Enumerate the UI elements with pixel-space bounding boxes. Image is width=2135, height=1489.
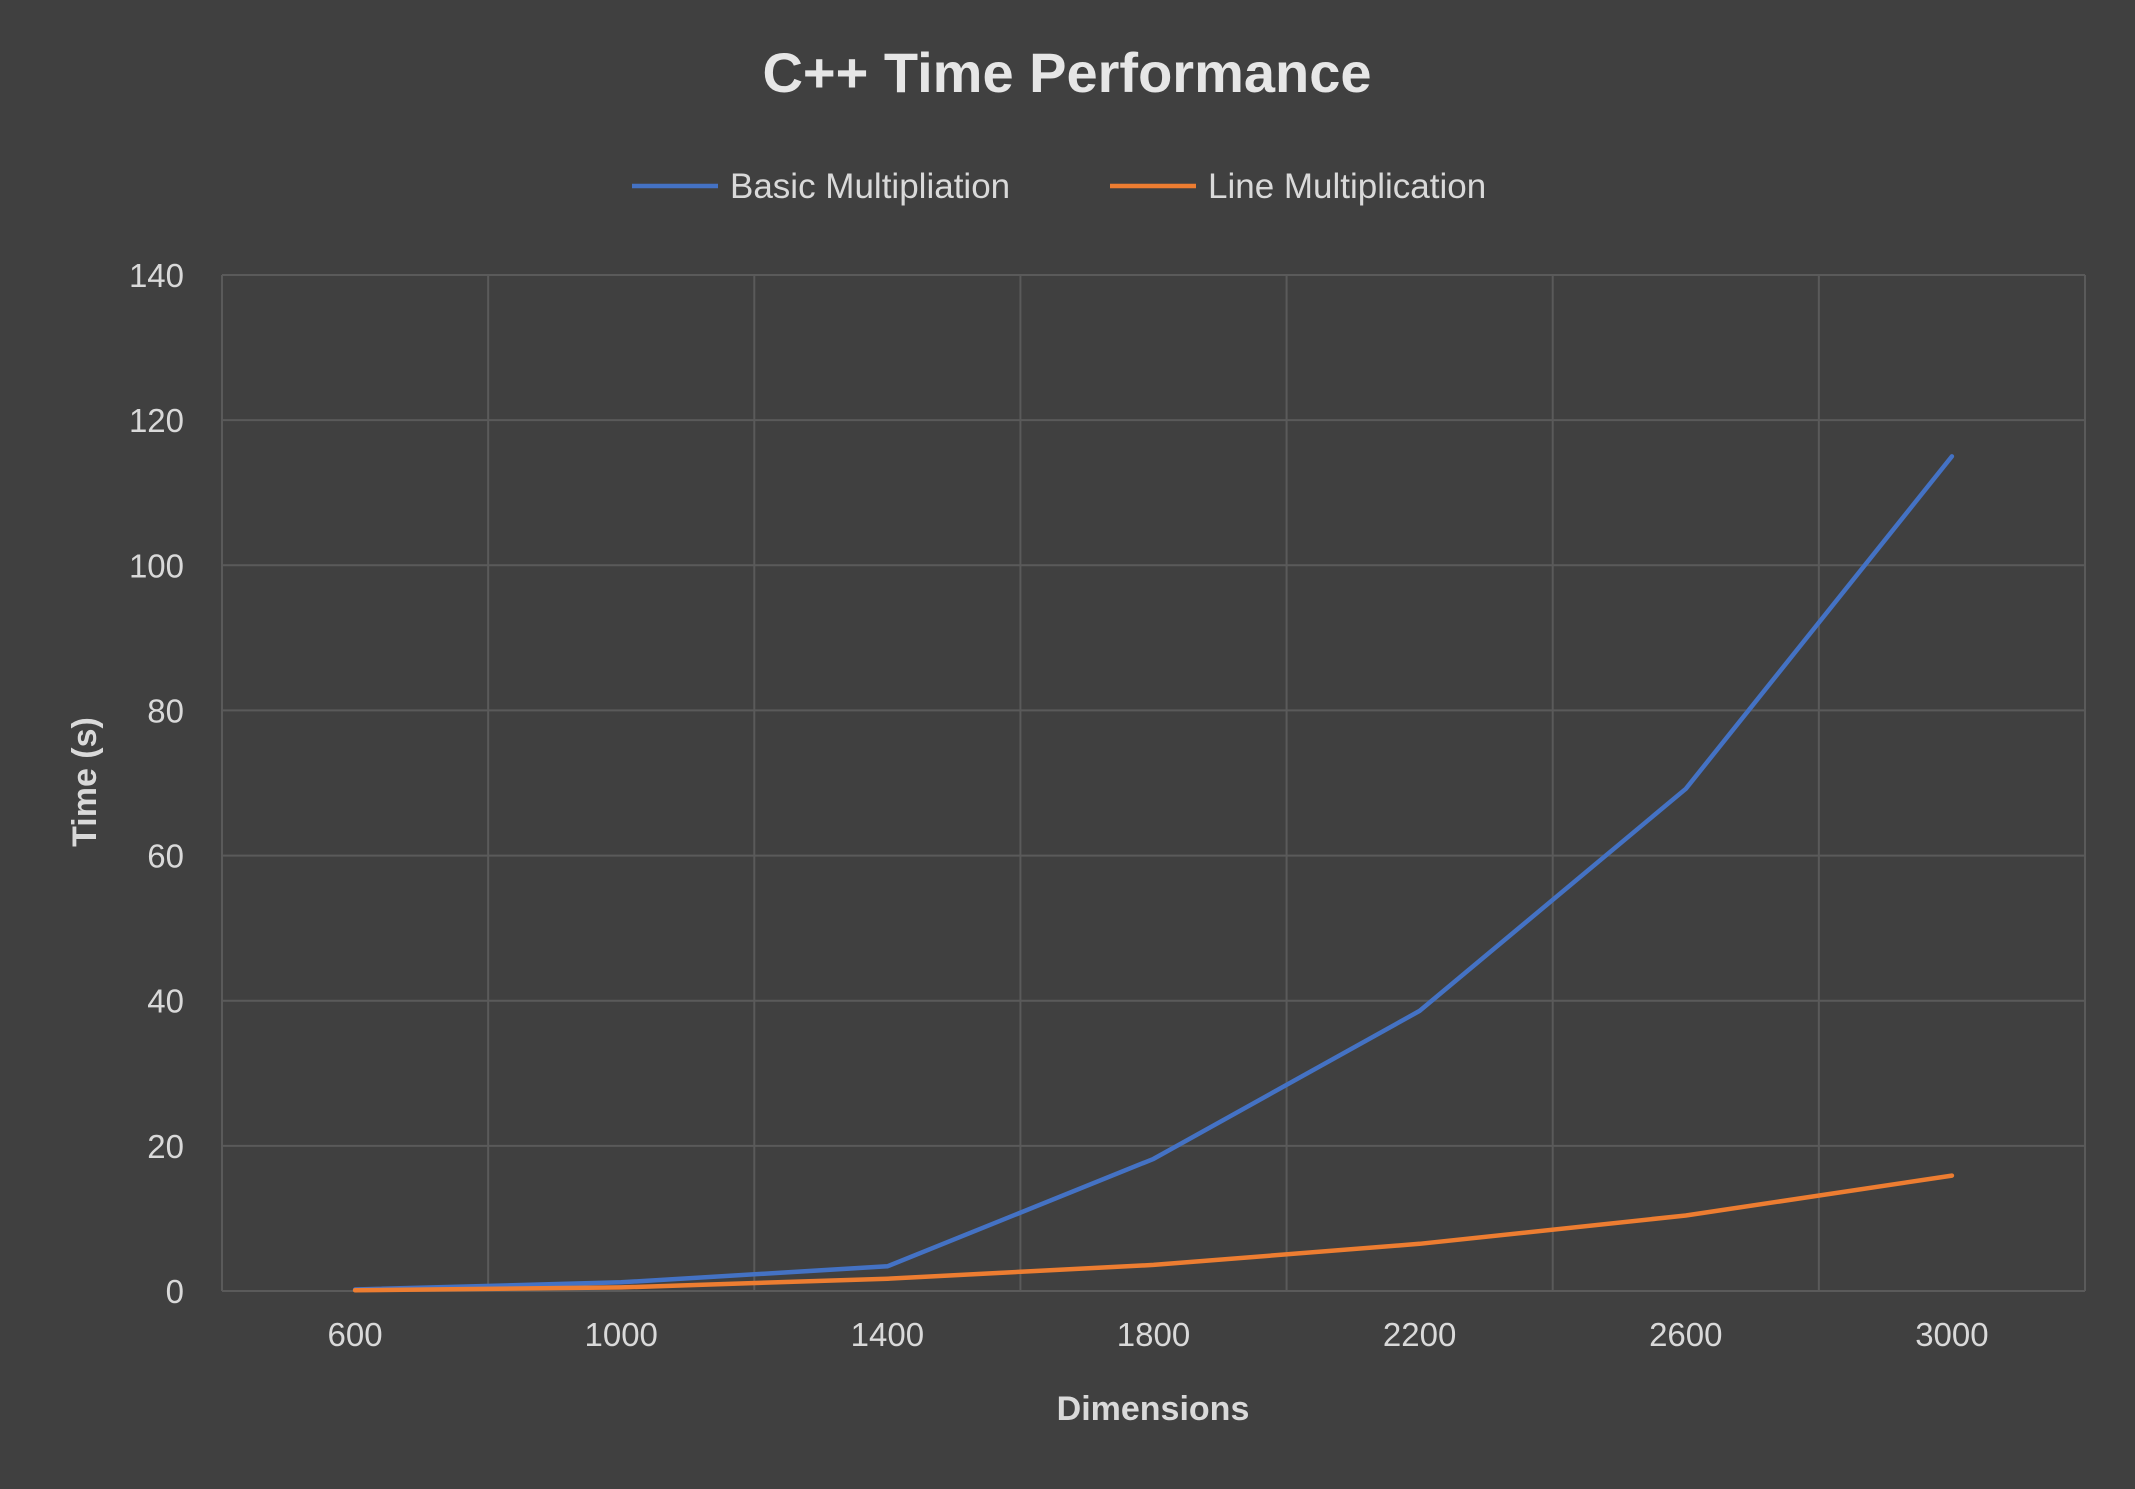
legend-label-0: Basic Multipliation <box>730 167 1010 206</box>
x-tick-label: 2200 <box>1383 1316 1456 1353</box>
y-tick-label: 60 <box>147 838 184 875</box>
x-tick-label: 3000 <box>1915 1316 1988 1353</box>
y-tick-label: 20 <box>147 1128 184 1165</box>
x-tick-label: 1400 <box>851 1316 924 1353</box>
x-axis-label: Dimensions <box>1057 1390 1250 1428</box>
x-axis-ticks: 600 1000 1400 1800 2200 2600 3000 <box>328 1316 1989 1353</box>
y-tick-label: 80 <box>147 692 184 729</box>
y-tick-label: 0 <box>166 1273 184 1310</box>
x-tick-label: 2600 <box>1649 1316 1722 1353</box>
legend-label-1: Line Multiplication <box>1208 167 1486 206</box>
series <box>352 454 1955 1293</box>
y-axis-ticks: 0 20 40 60 80 100 120 140 <box>129 257 184 1310</box>
chart-title: C++ Time Performance <box>762 41 1371 104</box>
y-tick-label: 120 <box>129 402 184 439</box>
legend: Basic Multipliation Line Multiplication <box>632 167 1486 206</box>
x-tick-label: 1000 <box>585 1316 658 1353</box>
y-tick-label: 40 <box>147 983 184 1020</box>
y-tick-label: 100 <box>129 547 184 584</box>
x-tick-label: 600 <box>328 1316 383 1353</box>
y-tick-label: 140 <box>129 257 184 294</box>
x-tick-label: 1800 <box>1117 1316 1190 1353</box>
y-axis-label: Time (s) <box>66 717 104 847</box>
grid <box>221 274 2086 1292</box>
